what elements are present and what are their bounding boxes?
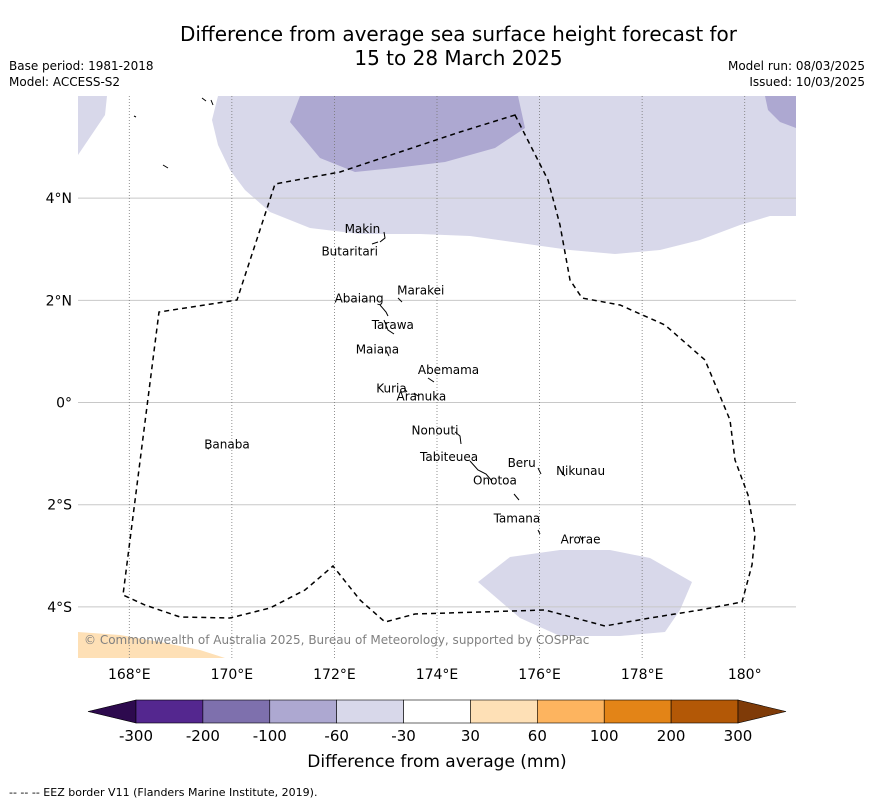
lon-tick-label: 180° <box>728 667 762 683</box>
place-label: Butaritari <box>321 244 378 258</box>
colorbar-segment <box>403 699 471 724</box>
lat-tick-label: 2°N <box>46 293 72 309</box>
colorbar-segment <box>603 699 672 724</box>
island-outline <box>413 392 419 397</box>
island-outline <box>454 431 462 445</box>
colorbar-segment <box>269 699 337 724</box>
colorbar-tick-label: -200 <box>186 727 220 745</box>
eez-footer-note: -- -- -- EEZ border V11 (Flanders Marine… <box>9 786 318 799</box>
lat-tick-label: 2°S <box>47 498 72 514</box>
colorbar-extend-max <box>737 699 787 724</box>
eez-border <box>122 114 756 627</box>
colorbar-segment <box>336 699 404 724</box>
model-name: Model: ACCESS-S2 <box>9 75 121 89</box>
island-outline <box>559 469 566 477</box>
island-outline <box>579 535 584 542</box>
place-label: Makin <box>345 222 381 236</box>
meta-right: Model run: 08/03/2025 Issued: 10/03/2025 <box>728 58 865 90</box>
colorbar-tick-label: -30 <box>391 727 416 745</box>
island-outline <box>379 231 386 243</box>
place-label: Maiana <box>356 342 399 356</box>
anomaly-region-south-light <box>478 550 692 636</box>
colorbar-tick-label: 100 <box>590 727 619 745</box>
lon-tick-label: 174°E <box>416 667 459 683</box>
place-label: Aranuka <box>396 389 446 403</box>
place-label: Marakei <box>397 283 444 297</box>
longitude-gridlines <box>128 96 746 658</box>
lon-tick-label: 170°E <box>211 667 254 683</box>
island-outline <box>513 493 520 501</box>
colorbar-tick-label: -100 <box>253 727 287 745</box>
colorbar-tick-label: 30 <box>461 727 480 745</box>
anomaly-region-north-dark <box>290 96 796 172</box>
colorbar-segment <box>202 699 271 724</box>
island-outline <box>206 447 210 450</box>
place-label: Tarawa <box>371 318 414 332</box>
colorbar-segment <box>470 699 538 724</box>
island-outline <box>537 467 542 475</box>
island-outline <box>397 297 403 303</box>
model-run: Model run: 08/03/2025 <box>727 59 865 73</box>
colorbar-tick-label: 60 <box>528 727 547 745</box>
issued-date: Issued: 10/03/2025 <box>749 75 865 89</box>
place-label: Kuria <box>376 381 407 395</box>
colorbar-segment <box>537 699 605 724</box>
place-label: Beru <box>508 456 536 470</box>
island-outlines <box>206 231 584 542</box>
colorbar-tick-label: 200 <box>657 727 686 745</box>
island-outline <box>383 319 395 335</box>
place-labels: Makin Butaritari Marakei Abaiang Tarawa Maian… <box>204 222 605 546</box>
colorbar-segment <box>670 699 739 724</box>
colorbar-segment <box>135 699 204 724</box>
latitude-tick-labels: 4°N 2°N 0° 2°S 4°S <box>46 191 73 616</box>
colorbar-extend-min <box>87 699 137 724</box>
colorbar-tick-label: -300 <box>119 727 153 745</box>
title-line-1: Difference from average sea surface heig… <box>179 22 738 46</box>
base-period: Base period: 1981-2018 <box>9 59 154 73</box>
colorbar: -300 -200 -100 -60 -30 30 60 100 200 300 <box>87 699 787 745</box>
place-label: Onotoa <box>473 474 517 488</box>
lat-tick-label: 4°S <box>47 600 72 616</box>
map-plot-area: Makin Butaritari Marakei Abaiang Tarawa Maian… <box>78 96 796 658</box>
colorbar-label: Difference from average (mm) <box>307 752 566 772</box>
place-label: Nikunau <box>556 464 605 478</box>
place-label: Banaba <box>204 438 250 452</box>
lat-tick-label: 4°N <box>46 191 72 207</box>
title-line-2: 15 to 28 March 2025 <box>354 46 563 70</box>
place-label: Tabiteuea <box>419 450 478 464</box>
island-outline <box>537 529 541 535</box>
place-label: Nonouti <box>412 423 459 437</box>
coastline-fragments <box>133 97 214 169</box>
place-label: Tamana <box>493 511 541 525</box>
island-outline <box>371 241 379 245</box>
island-outline <box>379 304 389 317</box>
place-label: Abemama <box>418 363 479 377</box>
place-label: Abaiang <box>335 292 384 306</box>
lon-tick-label: 172°E <box>313 667 356 683</box>
island-outline <box>385 349 390 357</box>
longitude-tick-labels: 168°E 170°E 172°E 174°E 176°E 178°E 180° <box>108 667 762 683</box>
meta-left: Base period: 1981-2018 Model: ACCESS-S2 <box>9 58 154 90</box>
island-outline <box>427 377 435 383</box>
lon-tick-label: 176°E <box>518 667 561 683</box>
copyright-text: © Commonwealth of Australia 2025, Bureau… <box>84 633 589 647</box>
anomaly-region-southwest-orange <box>78 632 225 658</box>
lat-tick-label: 0° <box>56 396 72 412</box>
place-label: Arorae <box>561 532 601 546</box>
island-outline <box>469 460 493 482</box>
lon-tick-label: 168°E <box>108 667 151 683</box>
island-outline <box>403 387 408 393</box>
map-title: Difference from average sea surface heig… <box>0 22 873 70</box>
colorbar-tick-label: -60 <box>324 727 349 745</box>
colorbar-tick-label: 300 <box>724 727 753 745</box>
lon-tick-label: 178°E <box>621 667 664 683</box>
